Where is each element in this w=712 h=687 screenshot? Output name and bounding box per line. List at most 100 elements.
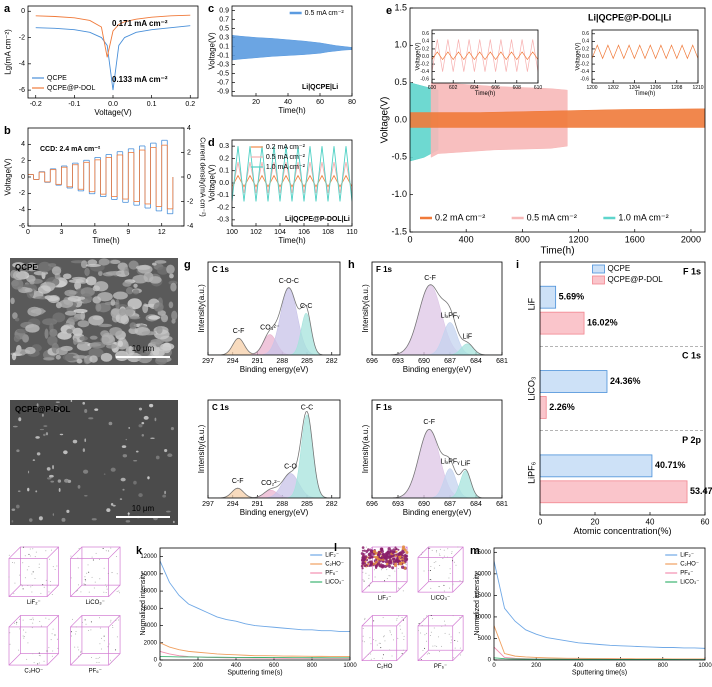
- ion-dot: [106, 588, 108, 590]
- ion-dot: [118, 619, 120, 621]
- plot-area: [232, 146, 352, 202]
- ion-dot: [78, 649, 80, 651]
- cube-edge: [8, 584, 21, 597]
- x-tick-label: 104: [274, 229, 286, 236]
- data-line: [432, 39, 538, 72]
- sem-label: QCPE: [15, 263, 38, 272]
- x-tick-label: 200: [193, 663, 204, 669]
- y-tick-label: -4: [19, 61, 25, 68]
- sem-grain: [161, 314, 169, 323]
- sem-grain: [127, 512, 130, 515]
- ion-dot: [432, 645, 434, 647]
- sem-grain: [25, 324, 40, 333]
- ion-dot: [116, 636, 118, 638]
- ion-dot: [21, 585, 23, 587]
- ion-dot: [32, 622, 34, 624]
- ion-cloud: [360, 558, 364, 562]
- ion-dot: [459, 647, 461, 649]
- ion-dot: [384, 580, 386, 582]
- sem-grain: [82, 401, 86, 405]
- ion-dot: [57, 647, 59, 649]
- y-tick-label: -0.2: [580, 61, 589, 67]
- y-axis-label: Voltage(V): [576, 42, 582, 70]
- sem-grain: [84, 267, 90, 277]
- annotation: 0.133 mA cm⁻²: [112, 75, 168, 84]
- x-tick-label: 600: [616, 663, 627, 669]
- sem-grain: [120, 477, 126, 482]
- sem-grain: [16, 328, 29, 334]
- x-axis-label: Atomic concentration(%): [573, 526, 671, 536]
- cube-edge: [70, 546, 83, 559]
- ion-dot: [52, 628, 54, 630]
- ion-dot: [40, 592, 42, 594]
- sem-grain: [85, 276, 97, 286]
- ion-dot: [363, 580, 365, 582]
- ion-dot: [426, 640, 428, 642]
- sem-grain: [14, 317, 20, 322]
- sem-grain: [156, 326, 163, 334]
- x-tick-label: 0: [492, 663, 496, 669]
- sem-grain: [139, 347, 151, 357]
- ion-cloud: [391, 566, 395, 570]
- sem-grain: [36, 403, 39, 407]
- x-tick-label: 282: [326, 501, 338, 508]
- x-axis-label: Time(h): [635, 91, 655, 97]
- ion-dot: [373, 658, 375, 660]
- y-tick-label: 2000: [144, 640, 158, 646]
- sem-grain: [84, 438, 87, 443]
- data-line: [35, 14, 191, 58]
- y-tick-label: 0.2: [422, 46, 429, 52]
- sem-grain: [24, 346, 36, 355]
- sem-grain: [122, 488, 125, 491]
- plot-frame: [231, 139, 353, 227]
- sem-grain: [125, 286, 134, 295]
- ion-dot: [75, 633, 77, 635]
- legend-label: LiCO₃⁻: [325, 580, 344, 586]
- ion-dot: [439, 651, 441, 653]
- data-line: [494, 657, 705, 660]
- ion-dot: [110, 547, 112, 549]
- ion-dot: [397, 587, 399, 589]
- legend-label: 1.0 mA cm⁻²: [618, 212, 668, 222]
- ion-dot: [382, 591, 384, 593]
- sem-grain: [89, 341, 106, 349]
- legend-label: QCPE@P-DOL: [608, 275, 664, 284]
- y-tick-label: 0: [21, 8, 25, 15]
- ion-dot: [99, 643, 101, 645]
- sem-grain: [37, 285, 51, 294]
- ion-dot: [38, 652, 40, 654]
- cube-edge: [361, 581, 373, 593]
- legend-swatch: [592, 264, 605, 274]
- x-axis-label: Sputtering time(s): [227, 669, 282, 676]
- x-axis-label: Time(h): [92, 236, 120, 245]
- data-line: [494, 625, 705, 660]
- ion-dot: [365, 546, 367, 548]
- y-tick-label: 0.6: [582, 31, 589, 37]
- ion-dot: [48, 647, 50, 649]
- ion-dot: [452, 584, 454, 586]
- legend-label: 0.5 mA cm⁻²: [305, 10, 345, 17]
- x-axis-label: Time(h): [475, 91, 495, 97]
- ion-dot: [439, 548, 441, 550]
- ion-dot: [449, 568, 451, 570]
- plot-area: [208, 287, 340, 355]
- ion-dot: [397, 567, 399, 569]
- ion-dot: [71, 631, 73, 633]
- sem-grain: [73, 337, 78, 345]
- sem-grain: [122, 281, 132, 287]
- sem-grain: [152, 349, 165, 357]
- ion-dot: [80, 653, 82, 655]
- ion-dot: [102, 547, 104, 549]
- ion-dot: [454, 647, 456, 649]
- sem-grain: [84, 408, 88, 414]
- panel-h: h 696 693 690 687 684 681 Binding energy(eV) Int…: [348, 259, 508, 374]
- ion-dot: [34, 556, 36, 558]
- sem-grain: [157, 266, 169, 275]
- sem-grain: [141, 331, 157, 336]
- ion-dot: [447, 548, 449, 550]
- ion-cloud: [401, 559, 404, 562]
- ion-dot: [418, 623, 420, 625]
- ion-dot: [51, 655, 53, 657]
- peak-label: LiₓPFᵧ: [441, 458, 461, 465]
- panel-letter: e: [386, 5, 392, 17]
